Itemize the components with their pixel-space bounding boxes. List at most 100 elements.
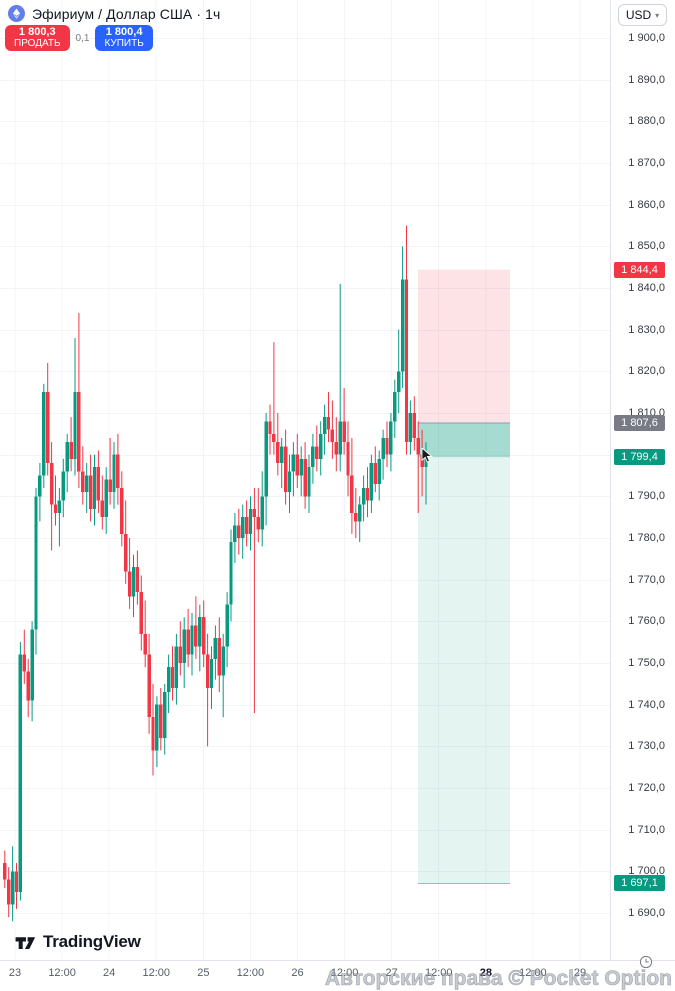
candle-body — [112, 454, 116, 493]
candle-body — [287, 471, 292, 493]
candle-body — [88, 475, 93, 509]
ethereum-icon — [8, 5, 25, 22]
candlestick-chart — [0, 0, 610, 960]
price-tick-label: 1 870,0 — [628, 157, 665, 169]
candle-body — [30, 629, 34, 701]
candle-body — [143, 633, 147, 655]
time-tick-label: 12:00 — [424, 967, 453, 979]
candle-body — [237, 525, 241, 538]
candle-body — [69, 442, 73, 459]
candle-body — [307, 467, 311, 497]
buy-button[interactable]: 1 800,4 КУПИТЬ — [95, 25, 153, 51]
candle-body — [256, 517, 260, 530]
candle-body — [295, 454, 299, 476]
candle-body — [163, 692, 167, 738]
candle-body — [182, 629, 186, 663]
candle-body — [100, 500, 104, 518]
candle-body — [221, 646, 225, 676]
time-tick-label: 27 — [385, 967, 398, 979]
candle-body — [57, 500, 62, 513]
candle-body — [190, 625, 194, 655]
position-tool-loss-zone[interactable] — [418, 269, 510, 423]
time-axis[interactable]: 23 12:00 24 12:00 25 12:00 26 12:00 27 12:00 28 12:… — [0, 960, 675, 991]
candle-body — [342, 421, 346, 443]
candle-body — [291, 454, 296, 472]
price-tick-label: 1 740,0 — [628, 698, 665, 711]
price-tick-label: 1 840,0 — [628, 282, 665, 294]
candle-body — [283, 446, 288, 493]
entry-price-badge[interactable]: 1 807,6 — [614, 415, 665, 431]
time-tick-label: 12:00 — [236, 967, 265, 979]
candle-body — [397, 371, 401, 393]
candle-body — [354, 513, 358, 522]
price-tick-label: 1 850,0 — [628, 240, 665, 253]
candle-body — [416, 438, 420, 455]
candle-body — [147, 654, 151, 718]
current-price-badge[interactable]: 1 799,4 — [614, 449, 665, 466]
candle-body — [252, 508, 257, 518]
tradingview-logo[interactable]: TradingView — [14, 932, 141, 952]
sell-button[interactable]: 1 800,3 ПРОДАТЬ — [5, 25, 70, 51]
buy-label: КУПИТЬ — [104, 37, 144, 49]
candle-body — [334, 442, 338, 455]
candle-body — [53, 504, 58, 513]
target-price-badge[interactable]: 1 697,1 — [614, 875, 665, 892]
candle-body — [276, 442, 280, 463]
candle-body — [116, 454, 120, 488]
time-tick-label: 25 — [197, 967, 210, 979]
candle-body — [96, 467, 101, 501]
stop-price-badge[interactable]: 1 844,4 — [614, 261, 665, 278]
candle-body — [73, 392, 77, 459]
price-tick-label: 1 720,0 — [628, 782, 665, 794]
price-tick-label: 1 780,0 — [628, 532, 665, 544]
sell-price: 1 800,3 — [18, 25, 56, 38]
candle-body — [424, 457, 428, 468]
candle-body — [38, 475, 42, 497]
candle-body — [46, 392, 50, 463]
position-tool-profit-zone[interactable] — [418, 423, 510, 884]
candle-body — [412, 413, 416, 438]
candle-body — [194, 625, 198, 647]
candle-body — [202, 617, 206, 655]
tradingview-logo-icon — [15, 936, 36, 949]
candle-body — [34, 496, 38, 630]
candle-body — [104, 479, 108, 518]
price-tick-label: 1 760,0 — [628, 615, 665, 628]
tradingview-logo-text: TradingView — [43, 932, 141, 951]
candle-body — [369, 463, 374, 501]
price-tick-label: 1 900,0 — [628, 32, 665, 44]
candle-body — [241, 517, 245, 538]
candle-body — [120, 488, 124, 534]
candle-body — [272, 433, 276, 443]
candle-body — [151, 717, 155, 751]
price-tick-label: 1 830,0 — [628, 323, 665, 336]
buy-price: 1 800,4 — [105, 25, 143, 38]
time-tick-label: 28 — [479, 967, 492, 979]
candle-body — [18, 654, 23, 893]
price-tick-label: 1 700,0 — [628, 865, 665, 878]
candle-body — [198, 617, 202, 647]
time-tick-label: 12:00 — [330, 967, 359, 979]
candle-body — [131, 567, 136, 597]
candle-body — [350, 475, 354, 513]
candle-body — [244, 517, 249, 534]
candle-body — [338, 421, 342, 455]
candle-body — [108, 479, 112, 493]
currency-dropdown[interactable]: USD ▾ — [618, 4, 667, 26]
price-tick-label: 1 750,0 — [628, 657, 665, 669]
candle-body — [10, 871, 15, 905]
clock-icon[interactable] — [639, 955, 653, 969]
candle-body — [81, 471, 85, 493]
symbol-title: Эфириум / Доллар США · 1ч — [32, 5, 221, 22]
candle-body — [322, 417, 327, 434]
candle-body — [124, 533, 128, 572]
candle-body — [326, 417, 331, 430]
candle-body — [225, 604, 229, 647]
price-tick-label: 1 880,0 — [628, 115, 665, 128]
candle-body — [170, 667, 175, 688]
candle-body — [3, 863, 7, 880]
time-tick-label: 23 — [8, 967, 22, 979]
price-axis[interactable]: 1 900,0 1 890,0 1 880,0 1 870,0 1 860,0 1 850… — [610, 0, 675, 960]
candle-body — [205, 654, 210, 688]
